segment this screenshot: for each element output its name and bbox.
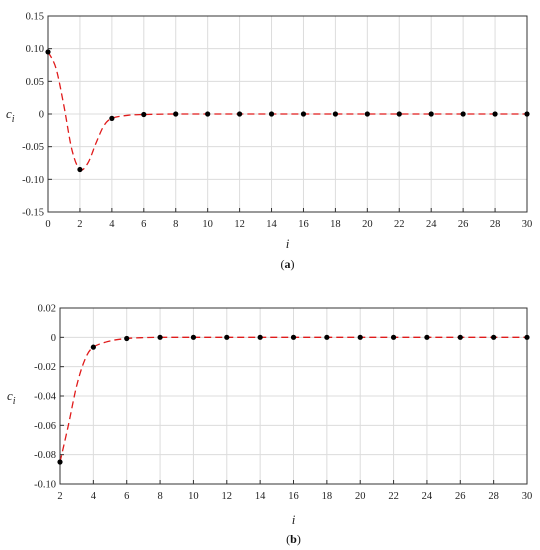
x-tick-label: 6 bbox=[141, 219, 146, 230]
x-tick-label: 10 bbox=[188, 491, 199, 502]
x-tick-label: 6 bbox=[124, 491, 129, 502]
data-point bbox=[524, 334, 530, 340]
x-tick-label: 26 bbox=[455, 491, 466, 502]
y-tick-label: -0.10 bbox=[34, 480, 56, 491]
data-point bbox=[257, 334, 263, 340]
data-point bbox=[77, 166, 83, 173]
x-tick-label: 30 bbox=[522, 219, 533, 230]
x-tick-label: 28 bbox=[490, 219, 501, 230]
data-point bbox=[332, 111, 338, 117]
y-tick-label: 0.05 bbox=[26, 77, 44, 88]
chart-panel-a: 0 2 4 6 8 10 12 14 16 18 20 22 24 26 28 30-0.15-0.10-0.… bbox=[6, 12, 532, 272]
data-point bbox=[396, 111, 402, 117]
x-tick-label: 2 bbox=[57, 491, 62, 502]
data-point bbox=[357, 334, 363, 340]
data-point bbox=[90, 344, 96, 350]
data-point bbox=[492, 111, 498, 117]
y-axis-label: ci bbox=[6, 106, 15, 125]
y-tick-label: -0.15 bbox=[22, 208, 44, 219]
y-tick-label: 0.02 bbox=[38, 304, 56, 315]
data-point bbox=[205, 111, 211, 117]
data-point bbox=[524, 111, 530, 117]
y-tick-label: 0 bbox=[51, 333, 56, 344]
data-point bbox=[424, 334, 430, 340]
data-point bbox=[57, 459, 63, 465]
x-tick-label: 22 bbox=[388, 491, 399, 502]
data-point bbox=[141, 111, 147, 118]
x-tick-label: 24 bbox=[422, 491, 433, 502]
data-point bbox=[300, 111, 307, 117]
x-tick-label: 16 bbox=[298, 219, 309, 230]
data-point bbox=[190, 334, 197, 340]
x-tick-label: 20 bbox=[362, 219, 373, 230]
fitted-curve-line bbox=[47, 51, 527, 171]
x-tick-label: 22 bbox=[394, 219, 405, 230]
y-tick-label: -0.06 bbox=[34, 421, 56, 432]
data-point bbox=[45, 49, 51, 55]
x-tick-label: 8 bbox=[157, 491, 162, 502]
panel-label: (a) bbox=[281, 257, 295, 271]
x-tick-label: 30 bbox=[522, 491, 533, 502]
data-point bbox=[109, 115, 115, 121]
x-tick-label: 2 bbox=[77, 219, 82, 230]
x-tick-label: 12 bbox=[234, 219, 245, 230]
chart-panel-b: 2 4 6 8 10 12 14 16 18 20 22 24 26 28 30-0.10-0.08-0.0… bbox=[7, 304, 532, 547]
y-tick-label: -0.02 bbox=[34, 362, 56, 373]
x-tick-label: 12 bbox=[222, 491, 233, 502]
y-tick-label: -0.08 bbox=[34, 450, 56, 461]
data-point bbox=[124, 335, 130, 342]
x-tick-label: 14 bbox=[266, 219, 277, 230]
data-point bbox=[324, 334, 330, 340]
data-point bbox=[491, 334, 497, 340]
y-tick-label: -0.05 bbox=[22, 142, 44, 153]
data-point bbox=[268, 111, 275, 117]
y-axis-label: ci bbox=[7, 388, 16, 407]
panel-label: (b) bbox=[286, 532, 301, 546]
data-point bbox=[173, 111, 179, 117]
x-tick-label: 20 bbox=[355, 491, 366, 502]
y-tick-label: -0.04 bbox=[34, 392, 57, 403]
x-tick-label: 4 bbox=[91, 491, 97, 502]
data-point bbox=[428, 111, 434, 117]
x-tick-label: 10 bbox=[202, 219, 213, 230]
x-tick-label: 28 bbox=[488, 491, 499, 502]
x-tick-label: 24 bbox=[426, 219, 437, 230]
x-tick-label: 18 bbox=[322, 491, 333, 502]
x-axis-label: i bbox=[292, 512, 296, 527]
data-point bbox=[237, 111, 243, 117]
x-tick-label: 26 bbox=[458, 219, 469, 230]
data-point bbox=[460, 111, 466, 117]
data-point bbox=[290, 334, 297, 340]
y-tick-label: 0.15 bbox=[26, 12, 44, 23]
y-tick-label: 0 bbox=[39, 110, 44, 121]
x-axis-label: i bbox=[286, 236, 290, 251]
fitted-curve-line bbox=[59, 336, 527, 463]
x-tick-label: 14 bbox=[255, 491, 266, 502]
y-tick-label: -0.10 bbox=[22, 175, 44, 186]
x-tick-label: 4 bbox=[109, 219, 115, 230]
x-tick-label: 0 bbox=[45, 219, 50, 230]
data-point bbox=[157, 334, 163, 340]
y-tick-label: 0.10 bbox=[26, 44, 44, 55]
data-point bbox=[224, 334, 230, 340]
data-point bbox=[457, 334, 463, 340]
data-point bbox=[390, 334, 397, 340]
x-tick-label: 16 bbox=[288, 491, 299, 502]
x-tick-label: 8 bbox=[173, 219, 178, 230]
data-point bbox=[364, 111, 370, 117]
x-tick-label: 18 bbox=[330, 219, 341, 230]
